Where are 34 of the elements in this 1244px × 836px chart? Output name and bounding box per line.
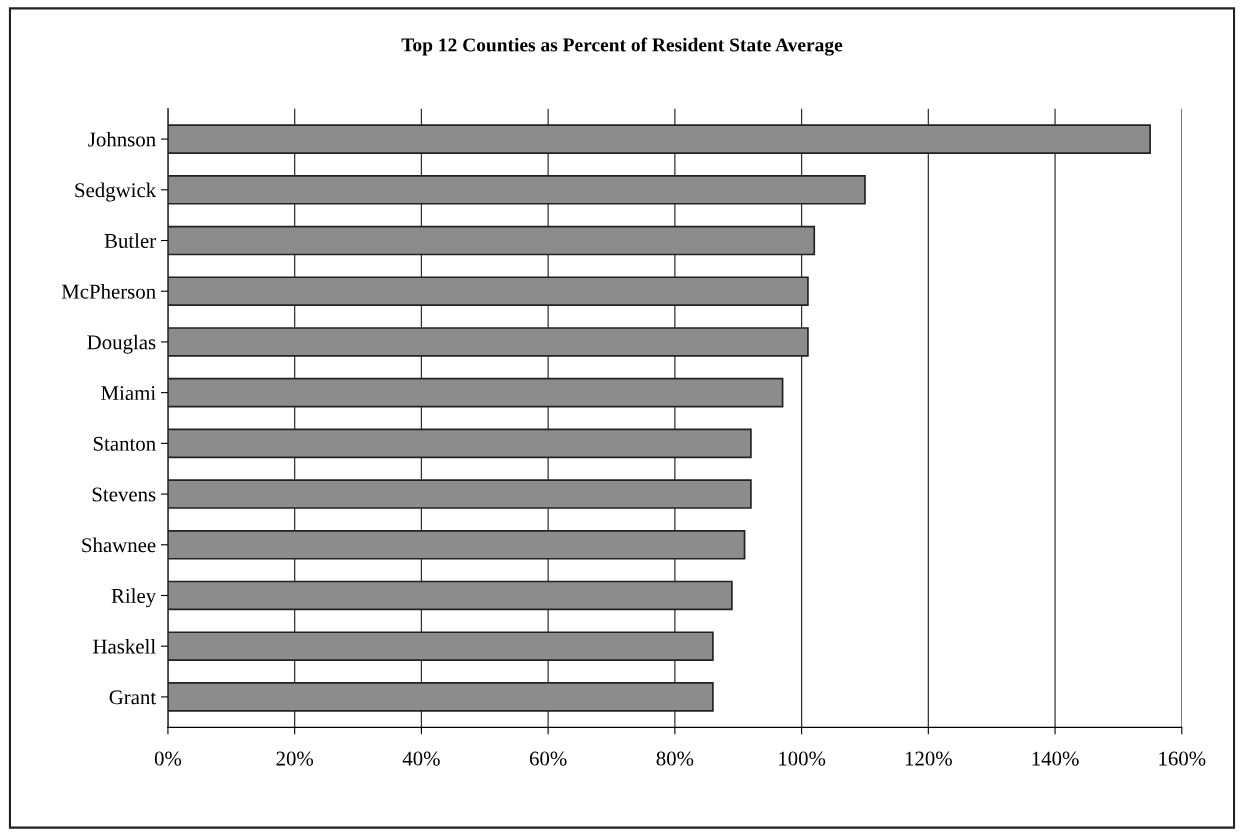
x-tick-label: 140% bbox=[1032, 751, 1079, 766]
bar bbox=[167, 276, 809, 307]
x-tick-label: 60% bbox=[529, 751, 567, 766]
x-tick-label: 120% bbox=[905, 751, 952, 766]
y-tick-label: Douglas bbox=[87, 334, 156, 354]
bar bbox=[167, 327, 809, 357]
chart-title: Top 12 Counties as Percent of Resident State Average bbox=[401, 37, 843, 56]
bar bbox=[167, 428, 752, 459]
bar bbox=[167, 175, 866, 205]
bar bbox=[167, 225, 816, 256]
y-tick-label: Haskell bbox=[93, 638, 156, 654]
x-tick-label: 100% bbox=[779, 751, 826, 766]
x-tick-label: 20% bbox=[276, 751, 314, 766]
y-tick-label: Shawnee bbox=[82, 537, 156, 553]
bar bbox=[167, 377, 784, 408]
y-tick-label: Sedgwick bbox=[75, 182, 157, 202]
bar bbox=[167, 124, 1151, 154]
y-tick-label: Grant bbox=[109, 690, 157, 705]
x-tick-label: 40% bbox=[402, 751, 440, 766]
y-tick-label: Stevens bbox=[92, 487, 156, 502]
x-tick-label: 160% bbox=[1159, 751, 1206, 766]
y-tick-label: Johnson bbox=[88, 131, 156, 147]
y-tick-label: Stanton bbox=[93, 436, 156, 451]
x-tick-label: 80% bbox=[656, 751, 694, 766]
bar bbox=[167, 580, 733, 611]
bar bbox=[167, 631, 714, 661]
bar bbox=[167, 529, 746, 560]
bar bbox=[167, 479, 752, 509]
y-tick-label: McPherson bbox=[61, 284, 156, 299]
y-tick-label: Miami bbox=[101, 386, 156, 401]
y-tick-label: Riley bbox=[111, 588, 157, 608]
bar bbox=[167, 682, 714, 712]
x-tick-label: 0% bbox=[154, 751, 182, 766]
y-tick-label: Butler bbox=[104, 233, 156, 248]
